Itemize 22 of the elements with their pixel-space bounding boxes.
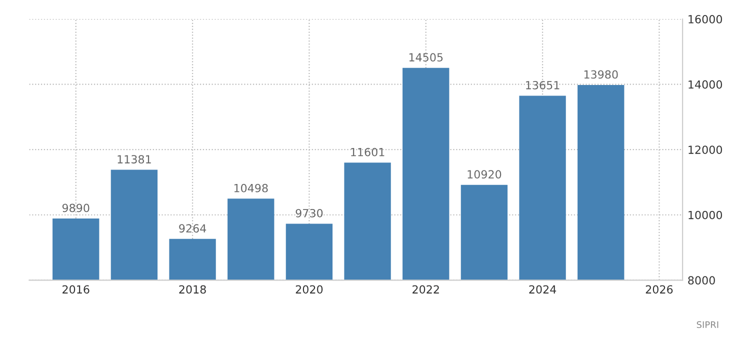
x-tick-label: 2026 (646, 285, 673, 294)
data-label: 11601 (351, 148, 384, 156)
x-tick-label: 2018 (179, 285, 206, 294)
data-label: 13651 (526, 80, 560, 90)
text: SIPRI (696, 321, 718, 328)
data-label: 9730 (296, 208, 323, 218)
y-tick-label: 16000 (688, 15, 722, 24)
x-tick-label: 2022 (412, 285, 439, 294)
y-tick-label: 10000 (688, 210, 722, 220)
y-tick-label: 14000 (688, 80, 722, 89)
data-label: 11381 (118, 155, 151, 164)
data-label: 13980 (584, 70, 618, 79)
data-label: 10498 (234, 184, 268, 192)
y-tick-label: 8000 (688, 276, 715, 285)
data-label: 9264 (179, 224, 206, 233)
x-tick-label: 2020 (296, 285, 323, 294)
x-tick-label: 2024 (529, 285, 556, 294)
data-label: 10920 (468, 170, 502, 179)
data-label: 14505 (409, 53, 443, 62)
y-tick-label: 12000 (688, 146, 722, 154)
data-label: 9890 (62, 204, 90, 212)
x-tick-label: 2016 (62, 285, 90, 294)
